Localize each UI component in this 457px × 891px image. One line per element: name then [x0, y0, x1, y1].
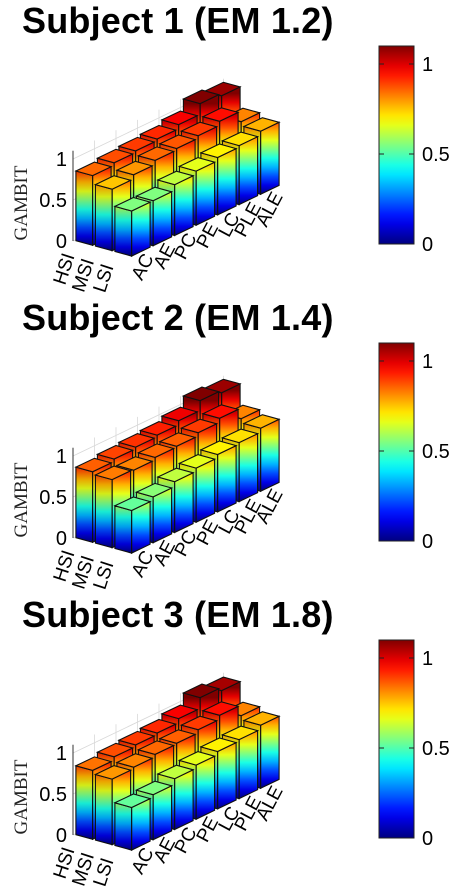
- chart-title-3: Subject 3 (EM 1.8): [22, 594, 334, 635]
- bar-LSI-AC: [113, 496, 152, 554]
- colorbar-tick-label: 0: [422, 828, 433, 850]
- colorbar-tick-label: 1: [422, 54, 433, 76]
- z-tick-label: 1: [56, 743, 67, 765]
- z-tick-label: 0: [56, 231, 67, 253]
- colorbar-tick-label: 1: [422, 351, 433, 373]
- z-tick-label: 0.5: [39, 487, 67, 509]
- colorbar-tick-label: 0.5: [422, 441, 450, 463]
- colorbar: [378, 639, 415, 839]
- chart-panel-3: 0 0.5 1 GAMBIT HSI MSI LSI AC AE PC PE LC PLE ALE 0 0.5…: [0, 594, 457, 891]
- colorbar: [378, 45, 415, 245]
- colorbar-tick-label: 0: [422, 234, 433, 256]
- bar-LSI-AC: [113, 793, 152, 851]
- chart-title-2: Subject 2 (EM 1.4): [22, 297, 334, 338]
- z-tick-label: 0.5: [39, 190, 67, 212]
- z-tick-label: 0.5: [39, 784, 67, 806]
- colorbar-tick-label: 0.5: [422, 144, 450, 166]
- bar-LSI-AC: [113, 196, 152, 257]
- colorbar-tick-label: 0.5: [422, 738, 450, 760]
- z-axis-label: GAMBIT: [11, 759, 32, 834]
- z-axis-label: GAMBIT: [11, 462, 32, 537]
- colorbar: [378, 342, 415, 542]
- chart-panel-2: 0 0.5 1 GAMBIT HSI MSI LSI AC AE PC PE LC PLE ALE 0 0.5…: [0, 297, 457, 594]
- z-tick-label: 1: [56, 446, 67, 468]
- chart-title-1: Subject 1 (EM 1.2): [22, 0, 334, 41]
- z-tick-label: 0: [56, 528, 67, 550]
- z-tick-label: 0: [56, 825, 67, 847]
- colorbar-tick-label: 0: [422, 531, 433, 553]
- z-tick-label: 1: [56, 149, 67, 171]
- z-axis-label: GAMBIT: [11, 165, 32, 240]
- colorbar-tick-label: 1: [422, 648, 433, 670]
- chart-panel-1: 0 0.5 1 GAMBIT HSI MSI LSI AC AE PC PE LC PLE ALE 0 0.5…: [0, 0, 457, 297]
